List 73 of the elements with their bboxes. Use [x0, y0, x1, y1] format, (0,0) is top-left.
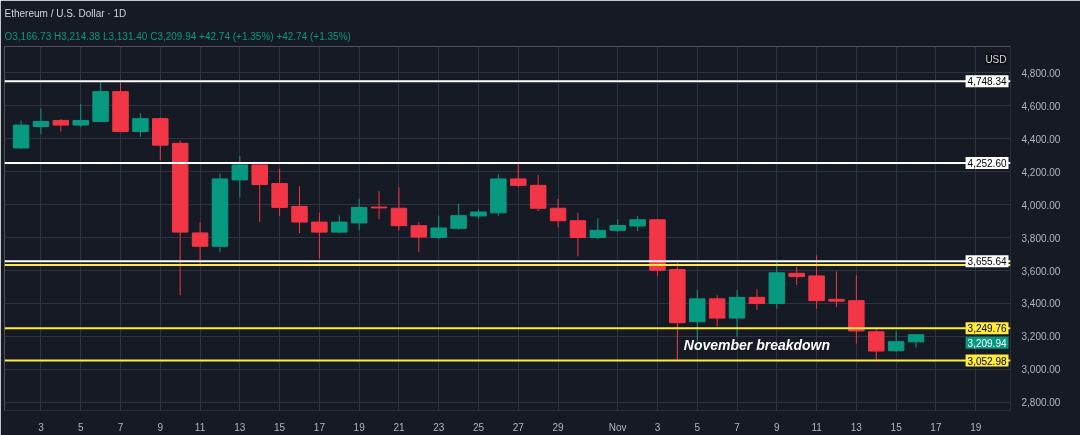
x-tick-label: 13: [850, 421, 863, 433]
ref-line-label: 3,249.76: [967, 323, 1007, 335]
candlestick: [569, 212, 587, 257]
annotation: November breakdown: [683, 336, 831, 353]
candlestick: [828, 270, 845, 308]
chart-subtitle: O3,166.73 H3,214.38 L3,131.40 C3,209.94 +42.74 (+1.35%) +42.74 (+1.35%): [4, 30, 351, 42]
candlestick: [529, 174, 547, 212]
x-tick-label: 5: [77, 421, 84, 433]
x-tick-label: 25: [472, 421, 485, 433]
y-tick-label: 3,200.00: [1021, 331, 1061, 343]
candlestick: [868, 328, 885, 360]
x-tick-label: 3: [38, 421, 45, 433]
candlestick: [12, 120, 30, 150]
x-tick-label: 5: [694, 421, 701, 433]
x-tick-label: 13: [234, 421, 246, 433]
candlestick: [32, 108, 50, 135]
candlestick: [430, 215, 447, 240]
candlestick: [132, 112, 149, 138]
candlestick: [311, 212, 328, 260]
annotation: 3,209.94: [967, 337, 1007, 349]
candlestick: [510, 162, 527, 188]
y-tick-label: 3,400.00: [1021, 298, 1061, 310]
candlestick: [251, 162, 268, 223]
candlestick: [271, 168, 288, 217]
candlestick: [410, 221, 428, 253]
x-tick-label: 17: [313, 421, 326, 433]
ref-line-label: 4,748.34: [967, 76, 1007, 88]
x-tick-label: 7: [117, 421, 124, 433]
candlestick: [370, 190, 388, 220]
x-tick-label: 15: [274, 421, 286, 433]
candlestick: [231, 155, 249, 198]
y-tick-label: 4,200.00: [1021, 166, 1061, 178]
y-tick-label: 4,400.00: [1021, 133, 1061, 145]
x-tick-label: 3: [654, 421, 661, 433]
y-tick-label: 2,800.00: [1021, 397, 1061, 409]
candlestick: [72, 103, 89, 128]
x-tick-label: 7: [734, 421, 741, 433]
candlestick: [589, 217, 607, 240]
y-tick-label: 4,600.00: [1021, 100, 1061, 112]
candlestick: [549, 198, 567, 228]
x-tick-label: 19: [353, 421, 366, 433]
ref-line-label: 3,052.98: [967, 355, 1007, 367]
y-tick-label: 3,000.00: [1021, 364, 1061, 376]
candlestick: [191, 221, 209, 265]
x-tick-label: 11: [811, 421, 823, 433]
x-tick-label: 15: [890, 421, 903, 433]
x-tick-label: Nov: [608, 421, 627, 433]
candlestick: [788, 266, 805, 286]
y-tick-label: 4,000.00: [1021, 199, 1061, 211]
x-tick-label: 11: [194, 421, 206, 433]
x-tick-label: 23: [433, 421, 445, 433]
ref-line-label: 4,252.60: [967, 158, 1007, 170]
candlestick: [708, 294, 726, 327]
y-tick-label: 3,800.00: [1021, 232, 1061, 244]
x-tick-label: 27: [512, 421, 525, 433]
y-tick-label: 4,800.00: [1021, 67, 1061, 79]
candlestick: [350, 198, 368, 231]
x-tick-label: 21: [393, 421, 405, 433]
x-tick-label: 9: [774, 421, 781, 433]
chart-title: Ethereum / U.S. Dollar · 1D: [4, 7, 127, 19]
candlestick: [390, 186, 408, 231]
x-tick-label: 29: [552, 421, 565, 433]
y-tick-label: 3,600.00: [1021, 265, 1061, 277]
y-axis-title: USD: [985, 53, 1007, 65]
candlestick: [748, 288, 766, 311]
candlestick: [887, 330, 905, 353]
candlestick: [728, 289, 746, 338]
candlestick: [291, 185, 308, 234]
candlestick: [450, 203, 467, 231]
ref-line-label: 3,655.64: [967, 256, 1007, 268]
x-tick-label: 9: [157, 421, 164, 433]
x-tick-label: 17: [930, 421, 942, 433]
x-tick-label: 19: [970, 421, 982, 433]
